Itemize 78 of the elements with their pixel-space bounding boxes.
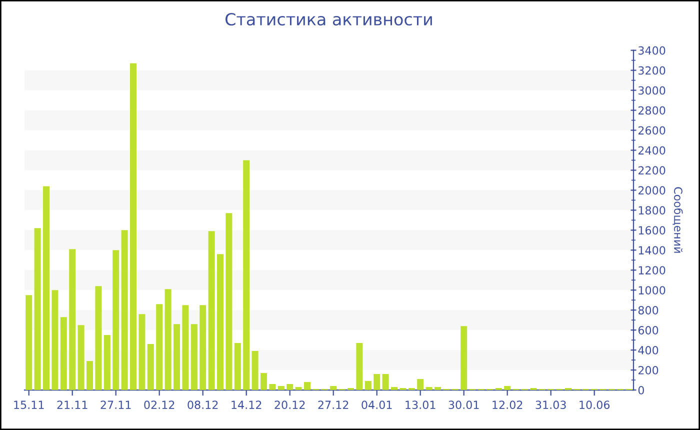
bar: [78, 325, 84, 390]
x-tick-label: 14.12: [232, 400, 262, 409]
y-axis-title: Сообщений: [672, 187, 683, 253]
y-tick-label: 0: [638, 386, 644, 394]
x-tick-label: 10.06: [580, 400, 610, 410]
bar: [104, 335, 110, 390]
bar: [260, 373, 268, 390]
bar: [243, 160, 250, 390]
bar: [295, 387, 302, 390]
x-tick-label: 20.12: [274, 400, 305, 410]
chart-title: Статистика активности: [226, 12, 432, 26]
y-tick-label: 3000: [638, 86, 666, 95]
y-tick-label: 2800: [638, 106, 666, 115]
y-tick-label: 200: [638, 366, 658, 374]
bar: [434, 387, 442, 390]
bar: [390, 387, 398, 390]
y-tick-label: 2200: [638, 166, 666, 175]
bar: [147, 344, 154, 390]
bar: [182, 305, 189, 390]
x-tick-label: 02.12: [144, 400, 174, 410]
bar: [269, 384, 276, 390]
x-tick-label: 04.01: [362, 400, 392, 410]
bar: [356, 343, 363, 390]
bar: [460, 326, 468, 390]
bar: [69, 249, 76, 390]
y-tick-label: 800: [638, 306, 658, 314]
bar: [173, 324, 180, 390]
bar: [86, 361, 94, 390]
bar: [112, 250, 120, 390]
bar: [208, 231, 215, 390]
bar: [156, 304, 163, 390]
y-tick-label: 1400: [638, 246, 666, 255]
y-tick-label: 1200: [638, 266, 666, 274]
x-tick-label: 15.11: [14, 400, 44, 410]
bar: [52, 290, 58, 390]
y-tick-label: 1600: [638, 226, 666, 235]
bar: [121, 230, 128, 390]
y-tick-label: 3200: [638, 66, 666, 75]
bar: [504, 386, 511, 390]
bar: [234, 343, 241, 390]
bar: [304, 382, 311, 390]
bar: [164, 289, 172, 390]
x-tick-label: 13.01: [406, 400, 436, 410]
y-tick-label: 2000: [638, 186, 666, 195]
bar: [278, 386, 284, 390]
y-tick-label: 2400: [638, 146, 666, 155]
bar: [417, 379, 424, 390]
bar: [190, 324, 198, 390]
bar: [364, 381, 372, 390]
bar: [138, 314, 146, 390]
x-tick-label: 21.11: [57, 400, 88, 409]
y-tick-label: 600: [638, 326, 658, 334]
x-tick-label: 27.12: [318, 400, 348, 409]
x-tick-label: 12.02: [492, 400, 522, 410]
bar: [382, 374, 389, 390]
bar: [426, 387, 432, 390]
bar: [252, 351, 258, 390]
y-tick-label: 2600: [638, 126, 666, 135]
x-tick-label: 31.03: [536, 400, 566, 410]
x-tick-label: 08.12: [188, 400, 218, 410]
bar: [42, 186, 50, 390]
bar: [34, 228, 41, 390]
y-tick-label: 1800: [638, 206, 666, 215]
y-tick-label: 1000: [638, 286, 666, 294]
bar: [216, 254, 224, 390]
bar: [374, 374, 380, 390]
y-tick-label: 400: [638, 346, 658, 354]
bar: [286, 384, 294, 390]
bar: [226, 213, 232, 390]
bar: [130, 63, 137, 390]
bar: [200, 305, 206, 390]
bar: [60, 317, 67, 390]
bar: [95, 286, 102, 390]
y-tick-label: 3400: [638, 46, 666, 55]
x-tick-label: 27.11: [100, 400, 131, 409]
x-tick-label: 30.01: [448, 400, 479, 410]
bar: [26, 295, 32, 390]
bar: [330, 386, 337, 390]
